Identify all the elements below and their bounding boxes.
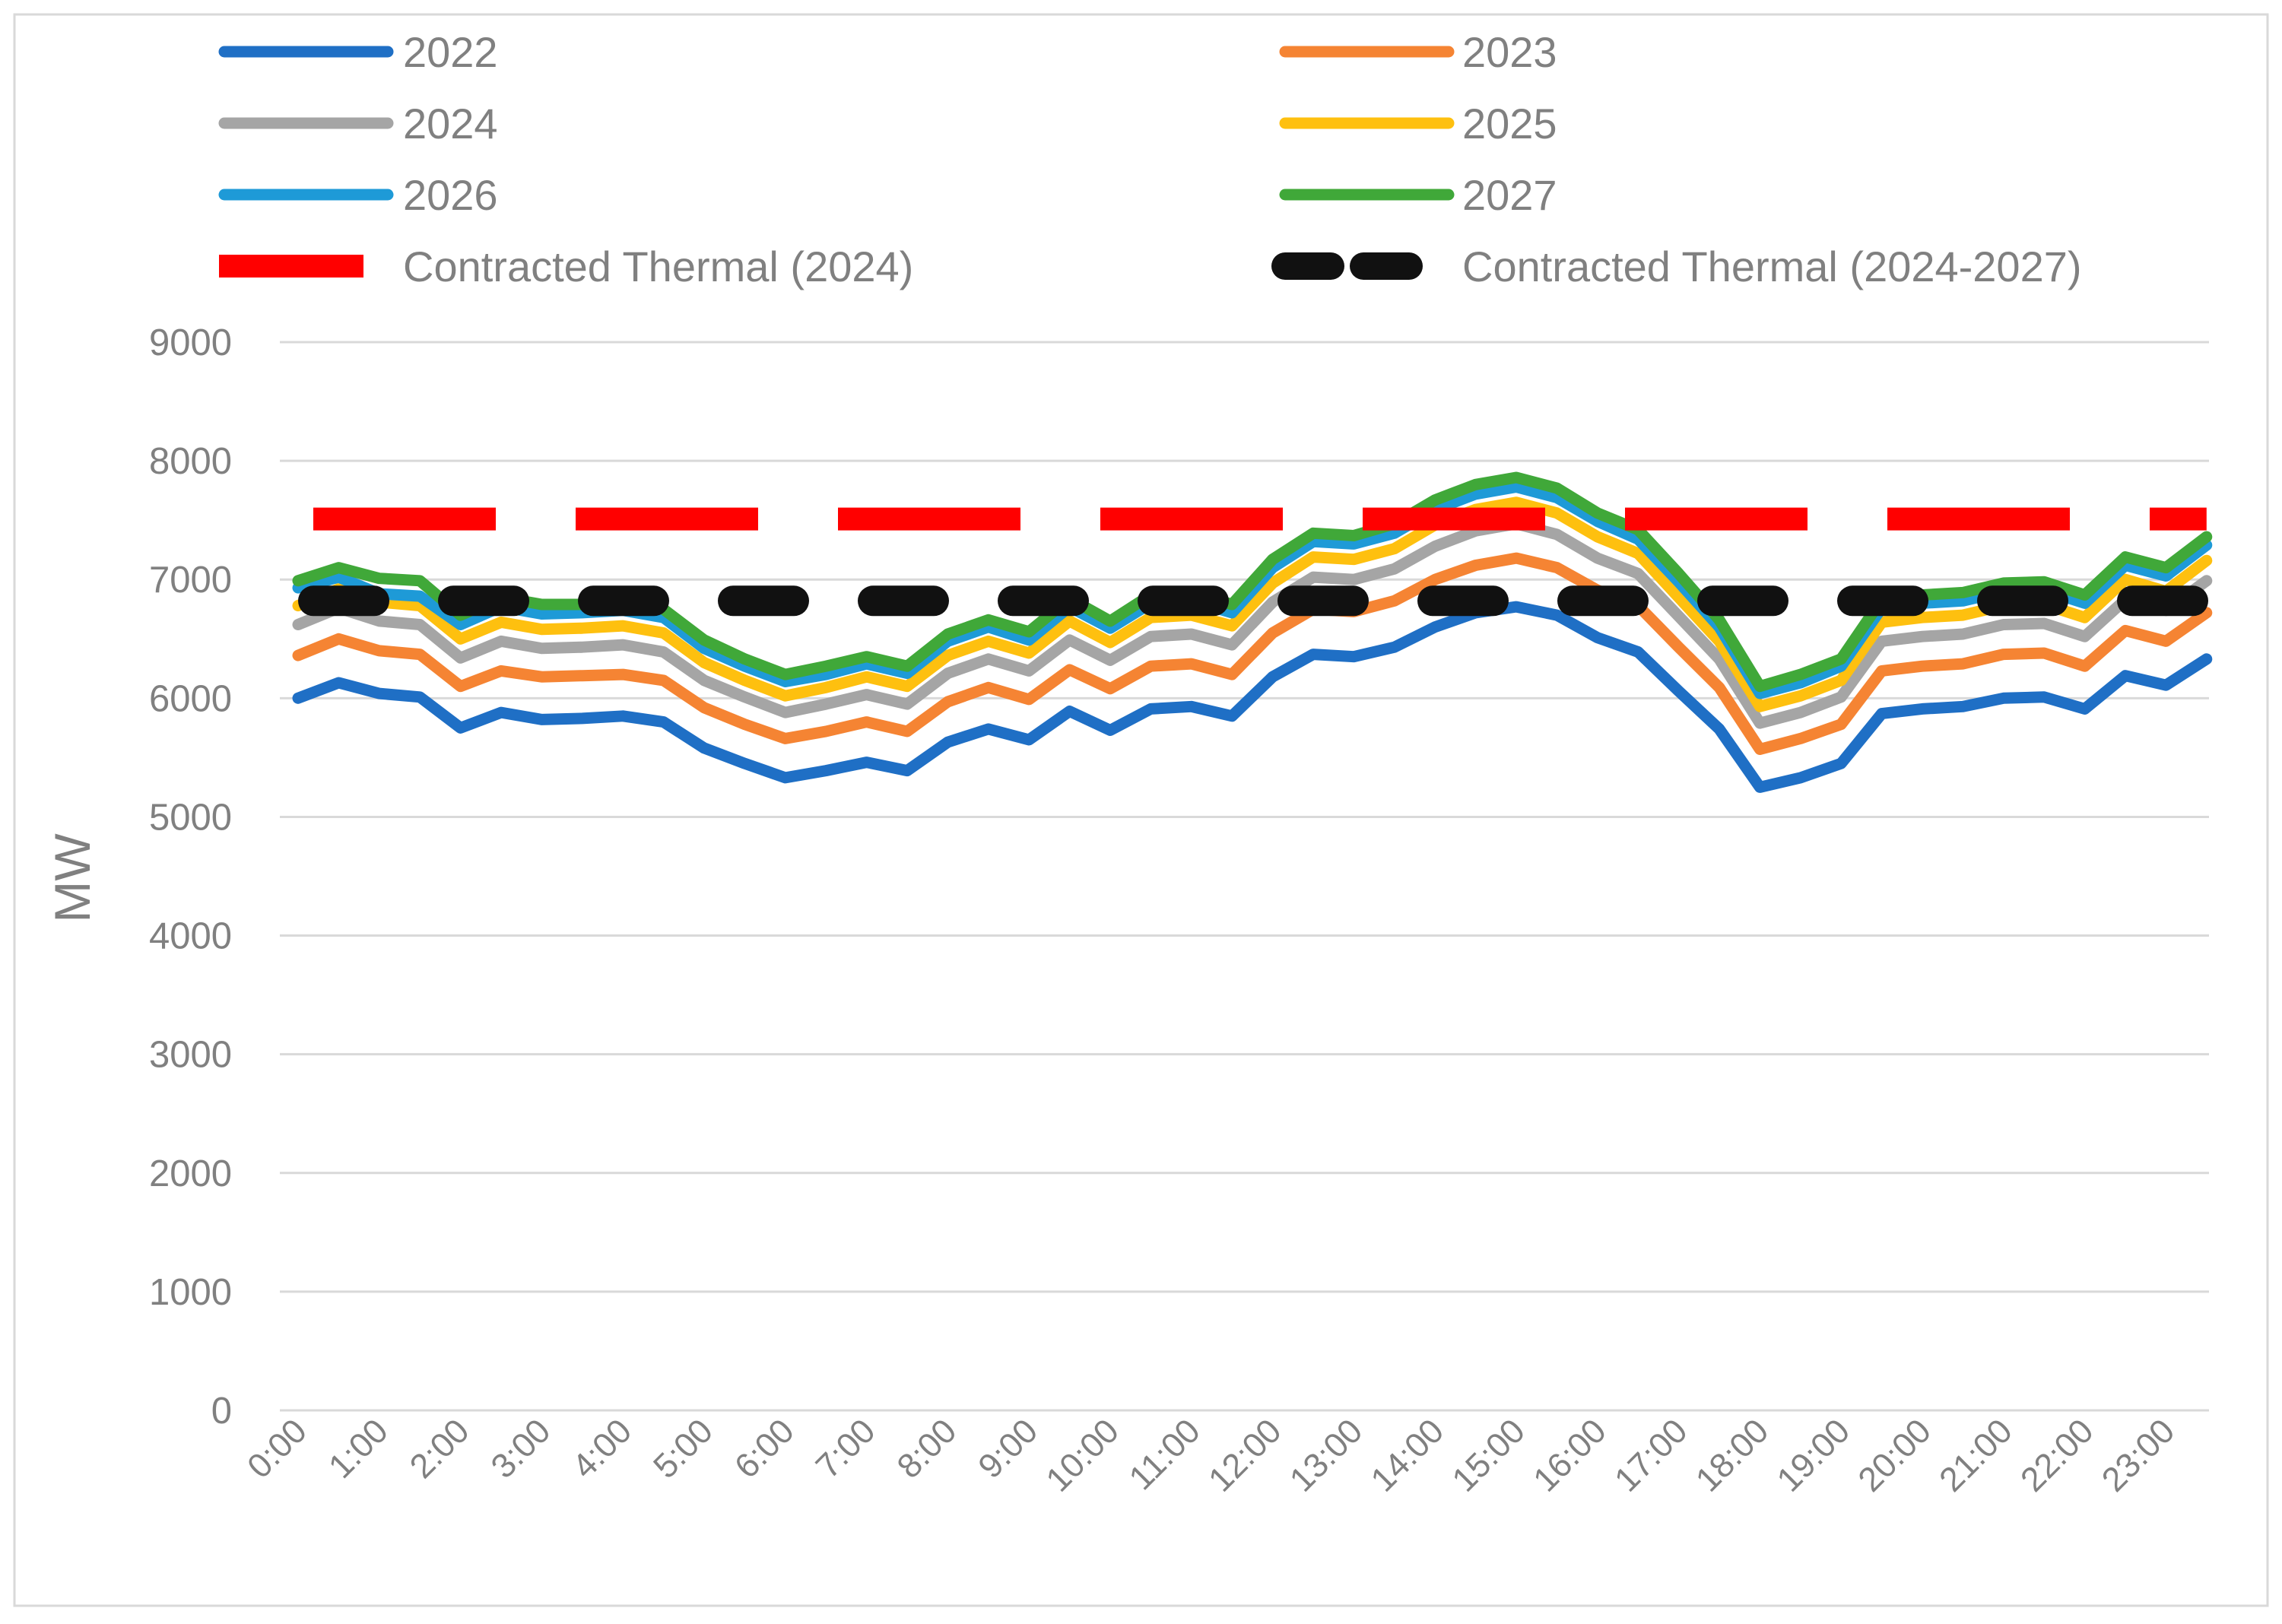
series-line-2024 (292, 518, 2213, 729)
legend-label-contracted-thermal-2024-2027: Contracted Thermal (2024-2027) (1462, 243, 2082, 290)
y-tick-label: 4000 (149, 916, 232, 957)
legend: 2022 2023 2024 2025 2026 2027 Contracted Therm… (218, 28, 2082, 290)
y-axis-ticks: 0 1000 2000 3000 4000 5000 6000 7000 8000 9000 (149, 322, 232, 1432)
legend-label-2023: 2023 (1462, 28, 1557, 76)
y-tick-label: 1000 (149, 1272, 232, 1313)
y-tick-label: 2000 (149, 1153, 232, 1194)
legend-label-2022: 2022 (403, 28, 498, 76)
legend-label-2025: 2025 (1462, 100, 1557, 147)
y-tick-label: 8000 (149, 441, 232, 482)
legend-label-2024: 2024 (403, 100, 498, 147)
y-tick-label: 0 (211, 1391, 232, 1432)
y-axis-label: MW (44, 833, 100, 923)
gridlines (280, 341, 2209, 1412)
series-line-2022 (292, 601, 2213, 793)
y-tick-label: 9000 (149, 322, 232, 363)
legend-label-contracted-thermal-2024: Contracted Thermal (2024) (403, 243, 913, 290)
series-line-2023 (292, 552, 2213, 755)
chart-border (13, 13, 2269, 1607)
y-tick-label: 6000 (149, 678, 232, 719)
legend-label-2026: 2026 (403, 171, 498, 219)
y-tick-label: 3000 (149, 1035, 232, 1076)
series-line-2025 (292, 496, 2213, 712)
series-lines (283, 471, 2222, 793)
legend-label-2027: 2027 (1462, 171, 1557, 219)
y-tick-label: 7000 (149, 560, 232, 601)
y-tick-label: 5000 (149, 797, 232, 838)
